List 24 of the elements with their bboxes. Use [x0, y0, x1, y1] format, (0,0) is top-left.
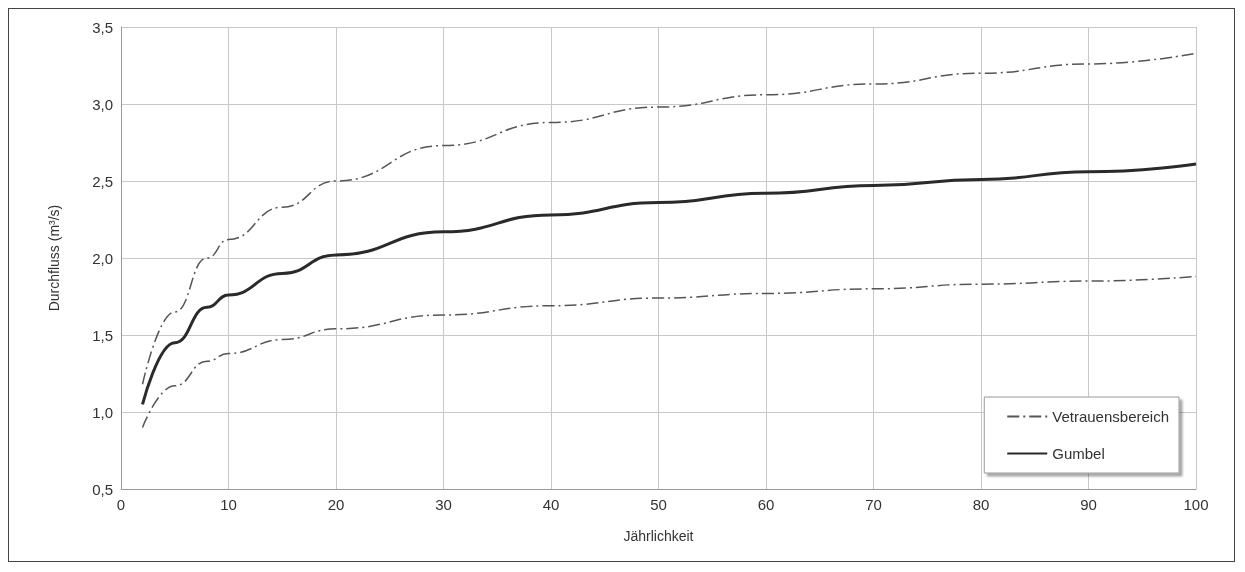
- legend-label: Gumbel: [1052, 445, 1105, 462]
- y-tick-label: 2,5: [92, 172, 113, 190]
- x-axis-title: Jährlichkeit: [623, 528, 694, 544]
- x-tick-label: 80: [972, 496, 990, 513]
- y-tick-label: 0,5: [92, 480, 113, 498]
- x-tick-label: 50: [650, 496, 667, 513]
- x-tick-label: 40: [542, 496, 560, 513]
- x-tick-label: 60: [757, 496, 775, 513]
- x-tick-label: 90: [1080, 496, 1097, 513]
- x-tick-label: 10: [220, 496, 237, 513]
- y-tick-label: 2,0: [92, 249, 113, 267]
- y-axis-title: Durchfluss (m³/s): [46, 204, 62, 312]
- legend-label: Vetrauensbereich: [1052, 408, 1169, 425]
- x-tick-label: 20: [327, 496, 345, 513]
- line-series: [141, 162, 1198, 406]
- x-tick-label: 70: [865, 496, 882, 513]
- y-tick-label: 1,5: [92, 326, 113, 344]
- y-tick-label: 3,5: [92, 18, 113, 36]
- x-tick-label: 0: [116, 496, 126, 513]
- y-tick-label: 3,0: [92, 95, 113, 113]
- x-tick-label: 30: [435, 496, 452, 513]
- x-tick-label: 100: [1183, 496, 1209, 513]
- y-tick-label: 1,0: [92, 403, 113, 421]
- line-series: [141, 275, 1197, 429]
